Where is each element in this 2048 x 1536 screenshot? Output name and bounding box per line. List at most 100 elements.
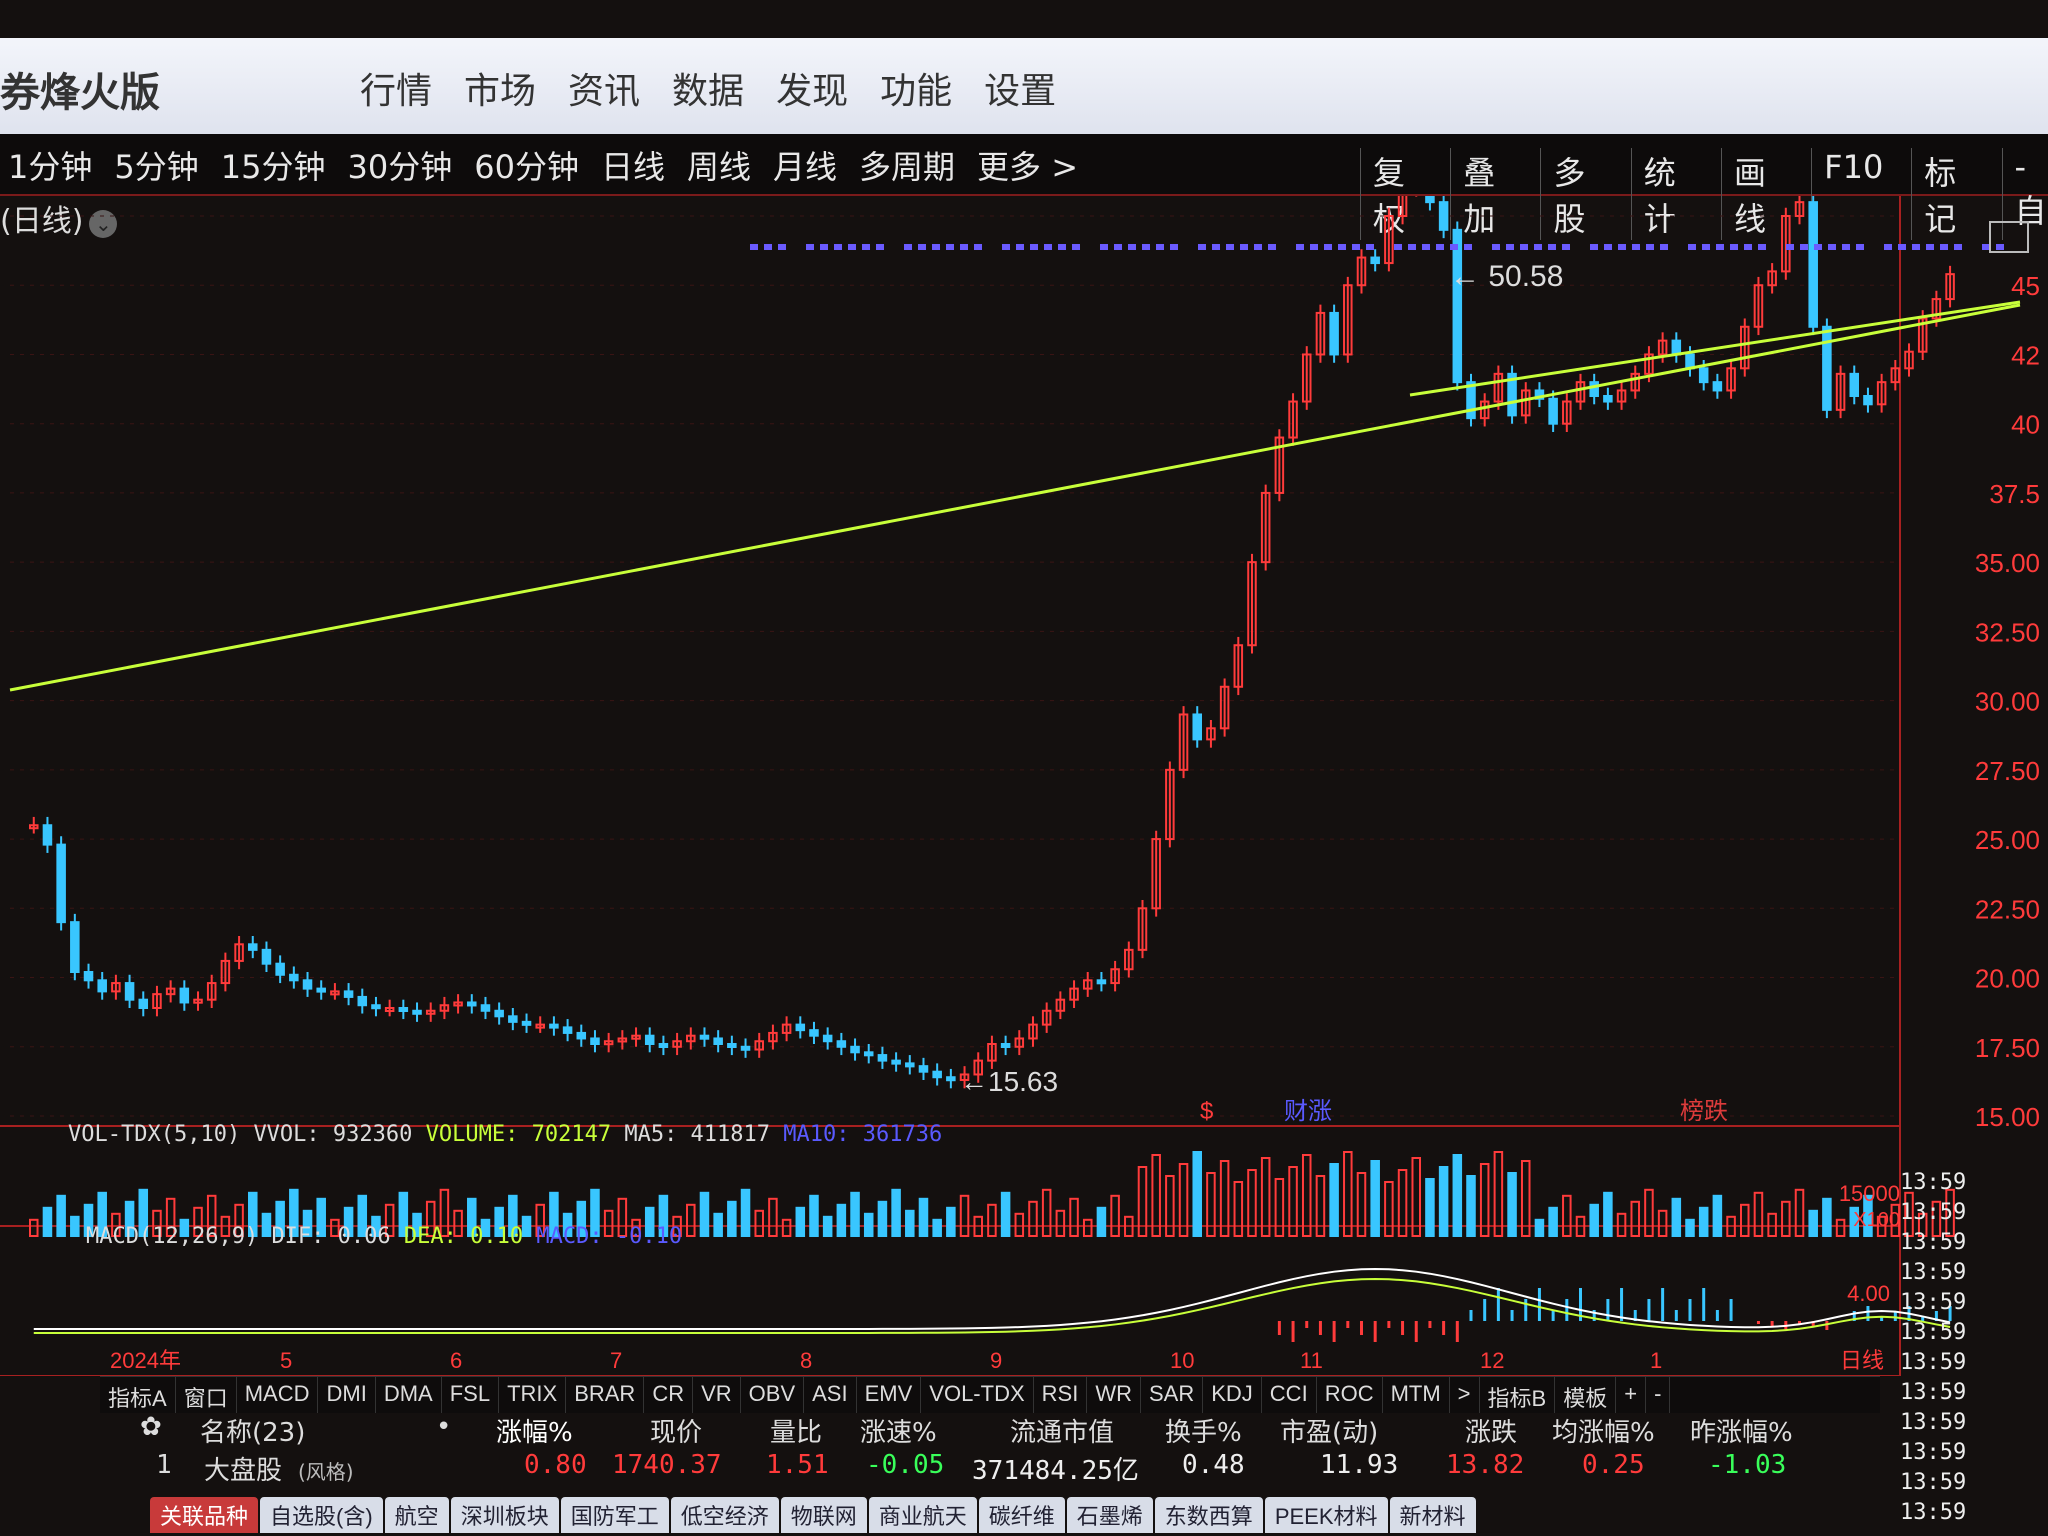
menu-news[interactable]: 资讯 [568,71,641,112]
header-turnover[interactable]: 换手% [1165,1418,1242,1448]
sector-tab[interactable]: 自选股(含) [260,1497,383,1533]
sector-tab[interactable]: 深圳板块 [450,1497,559,1533]
indicator-tab[interactable]: CR [644,1377,694,1413]
indicator-tab[interactable]: 指标B [1480,1377,1556,1413]
indicator-tab[interactable]: MACD [237,1377,319,1413]
header-pe[interactable]: 市盈(动) [1280,1418,1379,1448]
period-monthly[interactable]: 月线 [772,148,837,186]
volume-bar [398,1191,409,1237]
volume-bar [1630,1200,1641,1237]
indicator-tab[interactable]: RSI [1034,1377,1088,1413]
menu-data[interactable]: 数据 [672,71,745,112]
main-menu: 行情 市场 资讯 数据 发现 功能 设置 [360,62,1056,114]
price-chart[interactable]: 45 42 40 37.5 35.00 32.50 30.00 27.50 25.00 22.50… [0,196,2048,1376]
signal-dot [1884,244,1892,250]
indicator-tab[interactable]: OBV [741,1377,805,1413]
indicator-tab[interactable]: DMI [318,1377,376,1413]
indicator-tab[interactable]: ASI [804,1377,857,1413]
signal-dot [1758,244,1766,250]
indicator-tab[interactable]: WR [1087,1377,1141,1413]
indicator-tab[interactable]: FSL [442,1377,500,1413]
indicator-tab[interactable]: TRIX [499,1377,567,1413]
indicator-tab[interactable]: DMA [376,1377,442,1413]
indicator-tab[interactable]: SAR [1141,1377,1204,1413]
tool-f10[interactable]: F10 [1811,148,1883,240]
period-30min[interactable]: 30分钟 [347,148,453,186]
volume-bar [316,1197,326,1237]
header-price[interactable]: 现价 [650,1418,703,1448]
sector-tab[interactable]: 国防军工 [560,1497,669,1533]
volume-bar [781,1218,792,1237]
header-settings-icon[interactable]: ✿ [140,1412,162,1442]
price-axis-label: 37.5 [1989,479,2040,509]
table-row[interactable]: 1 大盘股 (风格) 0.80 1740.37 1.51 -0.05 37148… [120,1450,1900,1490]
indicator-tab[interactable]: VOL-TDX [921,1377,1034,1413]
header-change-pct[interactable]: 涨幅% [496,1418,573,1448]
indicator-tab[interactable]: + [1616,1377,1647,1413]
sector-tab[interactable]: 石墨烯 [1066,1497,1153,1533]
indicator-tab[interactable]: 窗口 [176,1377,237,1413]
volume-bar [1124,1215,1134,1237]
candle-body [1219,685,1230,730]
period-1min[interactable]: 1分钟 [8,148,93,186]
volume-bar [1917,1212,1928,1237]
period-more[interactable]: 更多 > [977,148,1079,186]
period-multi[interactable]: 多周期 [859,148,956,186]
header-avg-change[interactable]: 均涨幅% [1552,1418,1655,1448]
period-weekly[interactable]: 周线 [686,148,751,186]
period-60min[interactable]: 60分钟 [474,148,579,186]
header-name[interactable]: 名称(23) [200,1418,306,1448]
indicator-tab[interactable]: ROC [1317,1377,1383,1413]
indicator-tab[interactable]: EMV [857,1377,922,1413]
volume-bar [234,1203,244,1237]
sector-tab[interactable]: 航空 [384,1497,449,1533]
tool-overlay[interactable]: 叠加 [1450,148,1512,240]
indicator-tab[interactable]: 模板 [1555,1377,1617,1413]
sector-tab[interactable]: 低空经济 [670,1497,779,1533]
sector-tab[interactable]: PEEK材料 [1264,1497,1388,1533]
chevron-down-icon[interactable]: ⌄ [89,210,118,238]
header-volume-ratio[interactable]: 量比 [770,1418,823,1448]
signal-dot [1268,244,1276,250]
period-5min[interactable]: 5分钟 [114,148,199,186]
indicator-tab[interactable]: - [1646,1377,1671,1413]
menu-discover[interactable]: 发现 [776,71,849,112]
indicator-tab[interactable]: > [1450,1377,1480,1413]
period-15min[interactable]: 15分钟 [220,148,326,186]
tool-self[interactable]: -自 [2001,148,2048,240]
menu-quotes[interactable]: 行情 [360,71,433,112]
candle-body [836,1040,847,1048]
indicator-tab[interactable]: MTM [1383,1377,1450,1413]
period-daily[interactable]: 日线 [600,148,665,186]
tool-draw-line[interactable]: 画线 [1720,148,1783,240]
sector-tab[interactable]: 新材料 [1389,1497,1476,1533]
indicator-tab[interactable]: CCI [1262,1377,1317,1413]
menu-market[interactable]: 市场 [464,71,537,112]
chart-period-label[interactable]: (日线) ⌄ [0,196,118,240]
header-diff[interactable]: 涨跌 [1465,1418,1518,1448]
header-prev-change[interactable]: 昨涨幅% [1690,1418,1793,1448]
menu-functions[interactable]: 功能 [880,71,953,112]
header-speed[interactable]: 涨速% [860,1418,937,1448]
volume-bar [754,1209,764,1237]
sector-tab[interactable]: 商业航天 [868,1497,977,1533]
sector-tab[interactable]: 物联网 [780,1497,867,1533]
sector-tab[interactable]: 东数西算 [1154,1497,1263,1533]
volume-bar [124,1200,135,1237]
signal-dot [1240,244,1248,250]
volume-bar [289,1188,299,1237]
indicator-tab[interactable]: BRAR [566,1377,645,1413]
tool-statistics[interactable]: 统计 [1630,148,1693,240]
menu-settings[interactable]: 设置 [984,71,1057,112]
indicator-tab[interactable]: KDJ [1203,1377,1262,1413]
indicator-tab[interactable]: 指标A [100,1377,176,1413]
sector-tab[interactable]: 关联品种 [150,1497,259,1533]
sector-tab[interactable]: 碳纤维 [978,1497,1065,1533]
signal-dot [1744,244,1752,250]
candle-body [343,990,354,998]
header-market-cap[interactable]: 流通市值 [1010,1418,1115,1448]
indicator-tab[interactable]: VR [693,1377,741,1413]
tool-mark[interactable]: 标记 [1911,148,1973,240]
candle-body [891,1059,901,1065]
tool-multi-stock[interactable]: 多股 [1540,148,1602,240]
